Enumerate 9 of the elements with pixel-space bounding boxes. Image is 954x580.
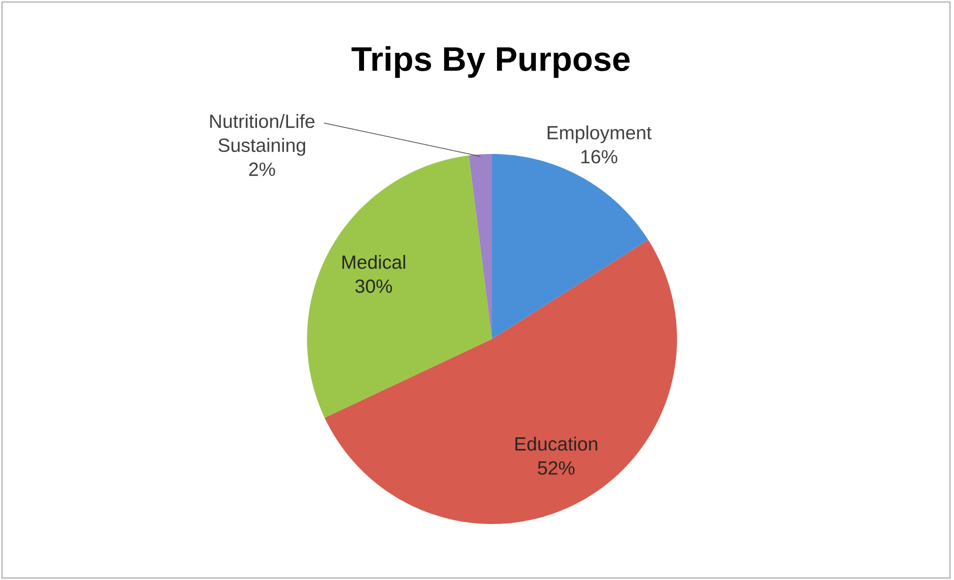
data-label: 16% [581,150,618,164]
slice-label: Nutrition/Life Sustaining [210,114,314,156]
data-label: 52% [538,461,574,475]
slice-label: Employment [548,125,652,144]
slice-label: Education [515,436,598,451]
chart-title: Trips By Purpose [352,46,630,78]
data-label: 2% [249,162,276,176]
slice-label: Medical [342,254,406,269]
data-label: 30% [355,279,392,293]
